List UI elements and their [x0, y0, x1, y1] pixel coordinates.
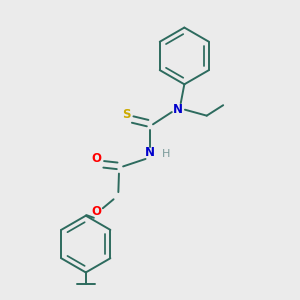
Text: S: S — [122, 108, 130, 121]
Text: O: O — [91, 205, 101, 218]
Text: H: H — [162, 149, 171, 160]
Text: N: N — [173, 103, 183, 116]
Text: O: O — [91, 152, 101, 166]
Text: N: N — [145, 146, 155, 160]
